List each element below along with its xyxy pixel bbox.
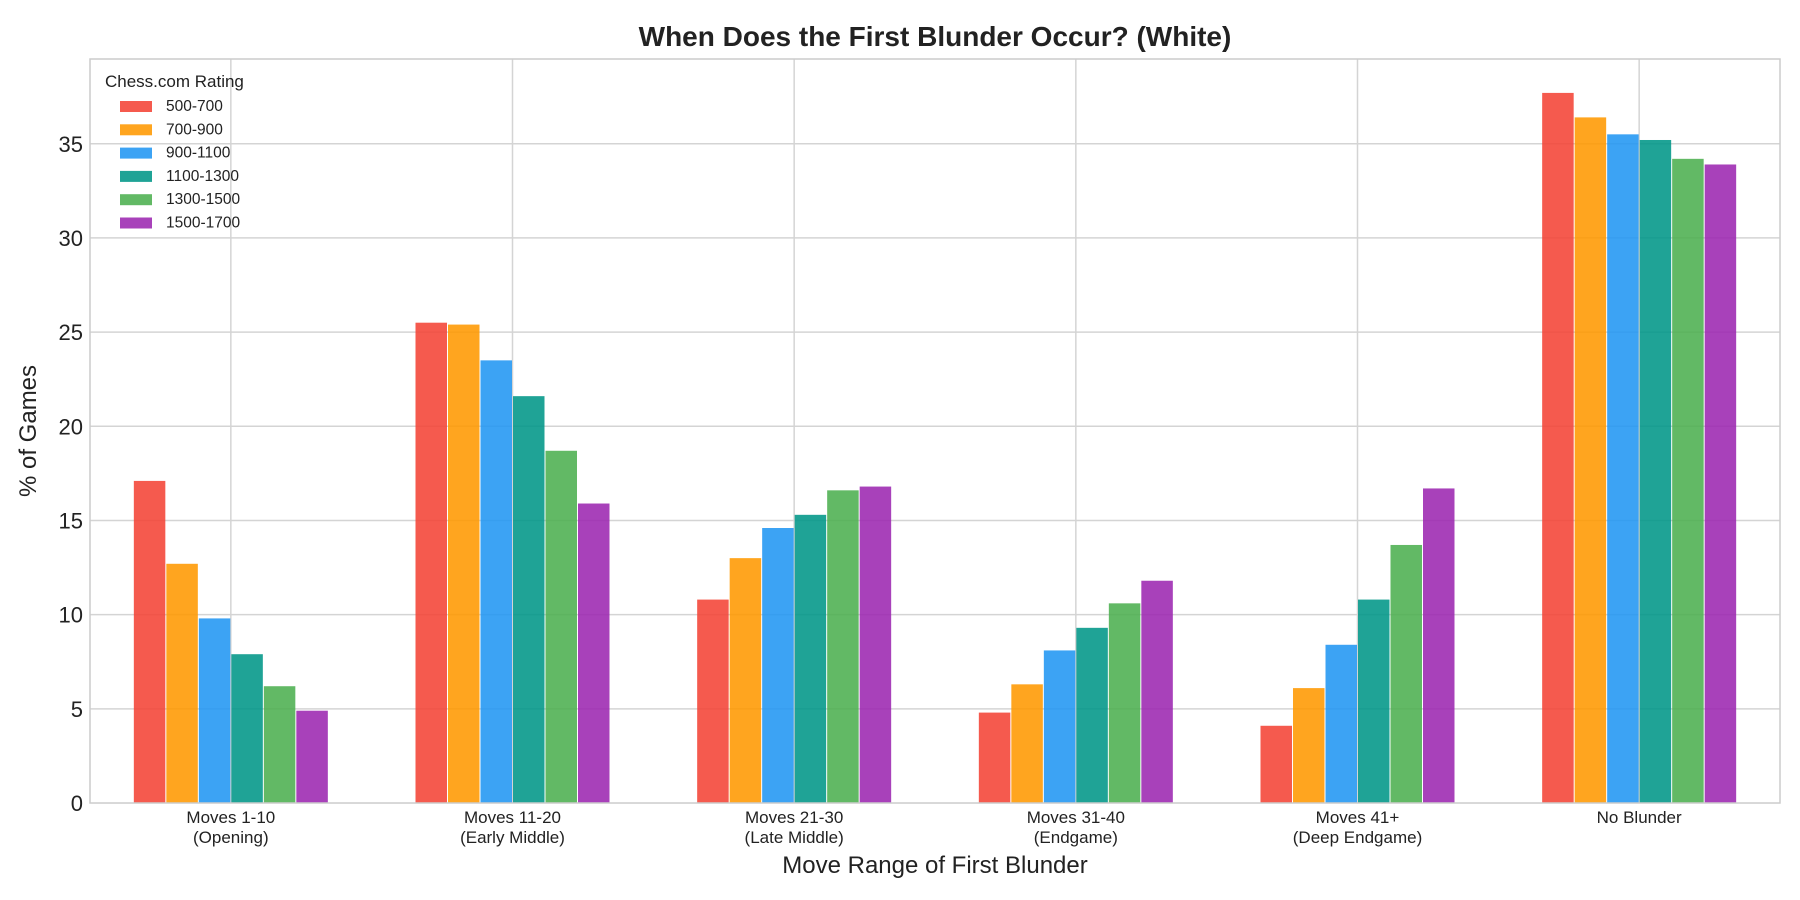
bar	[827, 490, 859, 803]
x-tick-label: (Early Middle)	[460, 828, 565, 847]
bar	[513, 396, 545, 803]
x-tick-label: (Late Middle)	[745, 828, 844, 847]
chart-title: When Does the First Blunder Occur? (Whit…	[639, 21, 1232, 52]
bar	[578, 503, 610, 803]
bar	[1108, 603, 1141, 803]
bar	[859, 486, 892, 803]
legend-swatch	[120, 147, 152, 159]
y-tick-label: 10	[59, 603, 83, 628]
y-tick-label: 30	[59, 226, 83, 251]
bar	[1423, 488, 1455, 803]
x-tick-label: Moves 1-10	[186, 808, 275, 827]
bar	[794, 514, 827, 803]
x-tick-label: (Deep Endgame)	[1293, 828, 1422, 847]
bar	[978, 712, 1011, 803]
bar	[1358, 599, 1390, 803]
bar	[1043, 650, 1076, 803]
bar	[1574, 117, 1607, 803]
y-ticks: 0 5 10 15 20 25 30 35	[59, 132, 83, 816]
bar	[1704, 164, 1737, 803]
bar	[448, 324, 480, 803]
x-tick-label: No Blunder	[1597, 808, 1682, 827]
legend-label: 1300-1500	[166, 191, 241, 208]
bar	[1011, 684, 1043, 803]
bars	[133, 92, 1737, 803]
bar	[296, 710, 328, 803]
legend-title: Chess.com Rating	[105, 72, 244, 91]
x-tick-label: Moves 21-30	[745, 808, 843, 827]
y-tick-label: 0	[71, 791, 83, 816]
bar	[1076, 627, 1108, 803]
y-tick-label: 35	[59, 132, 83, 157]
legend: Chess.com Rating 500-700 700-900 900-1100 1…	[105, 72, 244, 232]
y-tick-label: 20	[59, 414, 83, 439]
bar	[415, 322, 447, 803]
y-tick-label: 25	[59, 320, 83, 345]
y-tick-label: 5	[71, 697, 83, 722]
bar	[729, 558, 762, 803]
x-tick-label: (Endgame)	[1034, 828, 1118, 847]
bar	[545, 450, 577, 803]
bar	[1325, 644, 1357, 803]
legend-swatch	[120, 217, 152, 229]
legend-swatch	[120, 194, 152, 206]
bar	[198, 618, 231, 803]
legend-label: 1100-1300	[166, 168, 239, 185]
bar	[133, 480, 166, 803]
x-tick-label: Moves 41+	[1316, 808, 1400, 827]
x-tick-label: Moves 31-40	[1027, 808, 1125, 827]
x-tick-label: (Opening)	[193, 828, 269, 847]
grid	[90, 59, 1780, 803]
bar	[263, 686, 296, 803]
bar	[1542, 92, 1574, 803]
y-tick-label: 15	[59, 508, 83, 533]
legend-swatch	[120, 124, 152, 136]
legend-label: 1500-1700	[166, 215, 241, 232]
y-axis-label: % of Games	[15, 365, 42, 497]
x-axis-label: Move Range of First Blunder	[782, 852, 1087, 879]
bar	[1639, 139, 1672, 803]
legend-label: 700-900	[166, 121, 223, 138]
bar	[1390, 544, 1422, 803]
plot-frame	[89, 58, 1781, 804]
x-tick-label: Moves 11-20	[464, 808, 561, 827]
legend-label: 500-700	[166, 98, 223, 115]
legend-swatch	[120, 170, 152, 182]
bar	[231, 654, 263, 803]
bar	[1293, 688, 1325, 803]
bar	[1672, 158, 1704, 803]
bar	[697, 599, 729, 803]
bar	[166, 563, 198, 803]
bar	[480, 360, 512, 803]
x-ticks: Moves 1-10(Opening) Moves 11-20(Early Mid…	[186, 808, 1682, 847]
bar	[762, 528, 794, 803]
bar	[1260, 725, 1292, 803]
legend-swatch	[120, 101, 152, 112]
legend-label: 900-1100	[166, 145, 231, 162]
bar	[1141, 580, 1173, 803]
bar	[1607, 134, 1639, 803]
